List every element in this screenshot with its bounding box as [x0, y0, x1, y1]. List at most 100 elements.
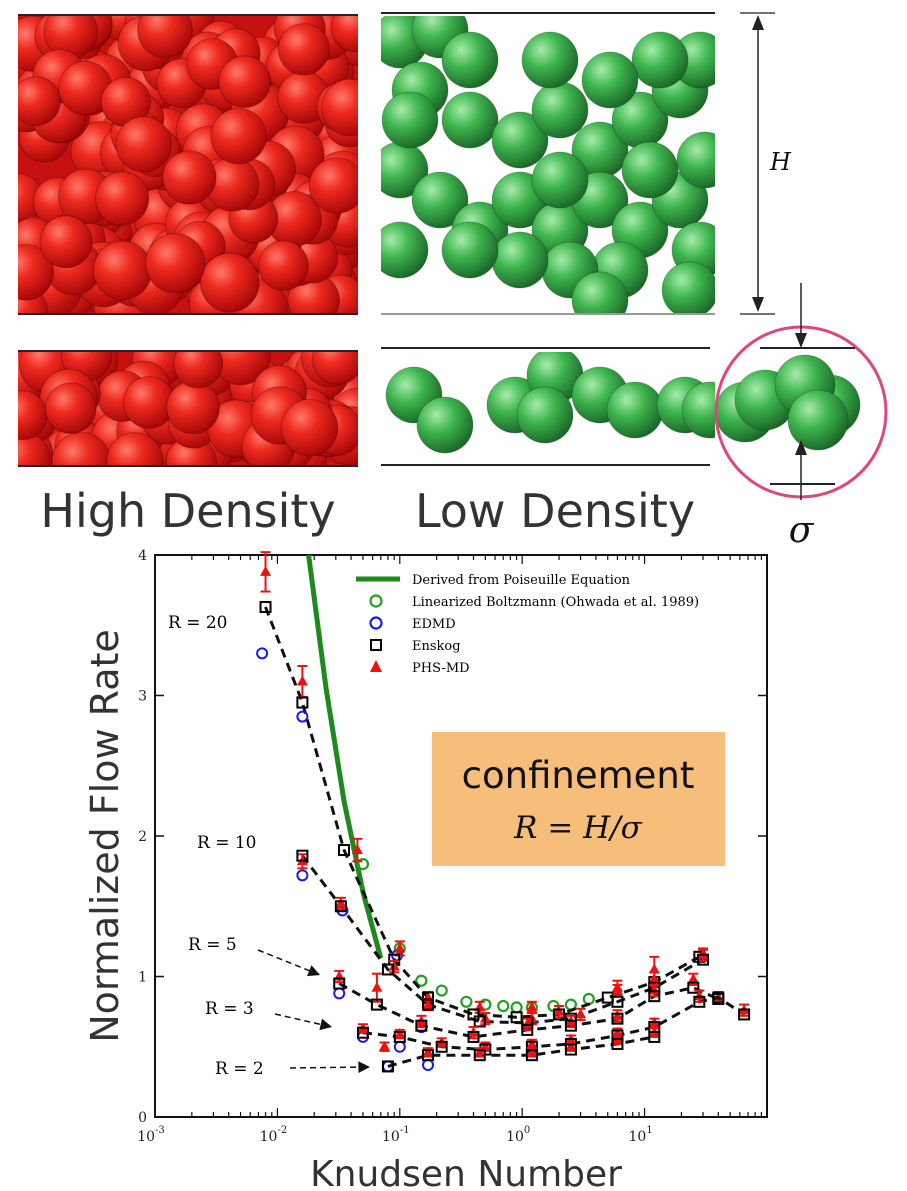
- red-sphere: [162, 150, 217, 205]
- y-tick-label: 0: [138, 1110, 147, 1126]
- red-sphere: [51, 431, 111, 465]
- phs-point: [394, 1028, 406, 1039]
- boltzmann-point: [497, 999, 510, 1013]
- enskog-point: [648, 1030, 661, 1043]
- high-density-panel-large: [18, 14, 358, 315]
- enskog-point: [564, 1019, 577, 1032]
- phs-point: [526, 1037, 538, 1048]
- r-label-arrowhead: [319, 1018, 332, 1031]
- enskog-point: [296, 849, 309, 862]
- green-sphere: [441, 91, 499, 149]
- r-label-arrowhead: [307, 965, 320, 977]
- phs-point: [565, 1040, 577, 1051]
- green-sphere: [491, 231, 549, 289]
- enskog-point: [564, 1043, 577, 1056]
- phs-point: [260, 565, 272, 576]
- green-sphere: [531, 81, 589, 139]
- enskog-point: [296, 696, 309, 709]
- red-sphere: [95, 171, 150, 226]
- enskog-point: [648, 990, 661, 1003]
- x-tick-label: 101: [628, 1125, 652, 1145]
- phs-point: [611, 984, 623, 995]
- green-sphere: [531, 151, 589, 209]
- green-sphere: [661, 261, 715, 313]
- phs-point: [611, 1026, 623, 1037]
- green-sphere: [676, 131, 715, 189]
- enskog-point: [435, 1040, 448, 1053]
- enskog-point: [467, 1030, 480, 1043]
- boltzmann-point: [356, 857, 370, 871]
- legend-swatch: [370, 639, 382, 651]
- green-sphere: [516, 386, 574, 444]
- red-sphere: [39, 215, 93, 269]
- x-tick-label: 10-3: [137, 1125, 165, 1145]
- red-sphere: [330, 16, 358, 53]
- r-label: R = 10: [197, 833, 256, 853]
- red-sphere: [44, 382, 97, 435]
- enskog-point: [259, 600, 272, 613]
- phs-point: [371, 981, 383, 992]
- enskog-point: [333, 977, 346, 990]
- x-tick-label: 10-1: [382, 1125, 410, 1145]
- phs-point: [394, 942, 406, 953]
- enskog-point: [422, 998, 435, 1011]
- enskog-point: [381, 1060, 394, 1073]
- enskog-point: [738, 1008, 751, 1021]
- poiseuille-line: [306, 554, 384, 959]
- phs-point: [335, 897, 347, 908]
- phs-point: [611, 1009, 623, 1020]
- annotation-formula: R = H/σ: [513, 810, 643, 846]
- x-tick-label: 10-2: [260, 1125, 288, 1145]
- zoom-circle: [714, 283, 888, 500]
- annotation-title: confinement: [462, 754, 695, 797]
- axis-ticks: 0 1 2 3 4 10-3 10-2 10-1 100 101: [137, 548, 767, 1145]
- r-label: R = 2: [215, 1059, 264, 1079]
- legend-swatch: [370, 660, 382, 672]
- r-label: R = 20: [168, 613, 227, 633]
- red-sphere: [137, 16, 193, 58]
- y-tick-label: 3: [138, 689, 147, 705]
- red-sphere: [210, 107, 267, 165]
- high-density-label: High Density: [40, 484, 335, 538]
- red-sphere: [166, 380, 220, 435]
- green-sphere: [491, 111, 549, 169]
- height-dimension: H: [740, 12, 792, 315]
- green-sphere: [411, 171, 469, 229]
- enskog-point: [525, 1049, 538, 1062]
- red-sphere: [18, 431, 51, 465]
- phs-point: [388, 960, 400, 971]
- enskog-point: [415, 1019, 428, 1032]
- diameter-symbol: σ: [789, 510, 815, 551]
- legend-label: PHS-MD: [412, 661, 470, 676]
- green-sphere: [621, 141, 679, 199]
- r-labels: R = 20 R = 10 R = 5 R = 3 R = 2: [168, 613, 371, 1079]
- x-axis-label: Knudsen Number: [310, 1154, 622, 1191]
- boltzmann-point: [415, 974, 428, 987]
- r-label-arrowhead: [358, 1061, 370, 1074]
- green-sphere: [441, 31, 499, 89]
- green-sphere: [631, 31, 689, 89]
- red-sphere: [92, 240, 153, 300]
- enskog-point: [611, 1012, 624, 1025]
- enskog-point: [337, 844, 350, 857]
- enskog-point: [381, 963, 394, 976]
- red-sphere: [258, 240, 309, 291]
- series-fit-line: [301, 854, 704, 1025]
- phs-point: [526, 1046, 538, 1057]
- phs-point: [553, 1005, 565, 1016]
- edmd-point: [296, 710, 309, 723]
- series-fit-line: [362, 995, 745, 1052]
- phs-point: [526, 1001, 538, 1012]
- edmd-point: [256, 647, 269, 660]
- green-sphere: [381, 221, 429, 279]
- boltzmann-point: [460, 995, 473, 1008]
- red-sphere: [18, 244, 54, 301]
- enskog-point: [696, 953, 709, 966]
- boltzmann-point: [435, 984, 448, 997]
- red-sphere: [308, 157, 358, 214]
- edmd-point: [296, 869, 309, 882]
- y-axis-label: Normalized Flow Rate: [83, 629, 127, 1043]
- enskog-point: [687, 981, 700, 994]
- enskog-point: [473, 1049, 486, 1062]
